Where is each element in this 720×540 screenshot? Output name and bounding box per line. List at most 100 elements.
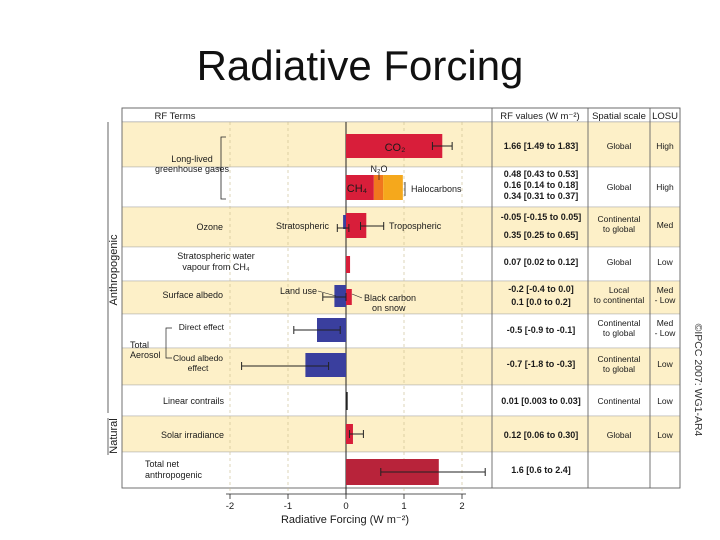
bar-label-land-use: Land use bbox=[280, 286, 317, 296]
land-use-leader bbox=[317, 290, 337, 297]
row-band bbox=[121, 313, 681, 349]
side-label-anthropogenic: Anthropogenic bbox=[108, 234, 120, 305]
value-co2: 1.66 [1.49 to 1.83] bbox=[504, 141, 579, 151]
side-label-natural: Natural bbox=[108, 418, 120, 453]
row-label-strat-water-1: Stratospheric water bbox=[177, 251, 255, 261]
value-aerosol-direct: -0.5 [-0.9 to -0.1] bbox=[507, 325, 576, 335]
row-label-ghg-2: greenhouse gases bbox=[155, 164, 230, 174]
scale-albedo-1: Local bbox=[609, 285, 629, 295]
row-label-cloud-albedo-1: Cloud albedo bbox=[173, 353, 223, 363]
scale-ozone-1: Continental bbox=[597, 214, 640, 224]
row-label-net-1: Total net bbox=[145, 459, 180, 469]
bar-halocarbons bbox=[383, 175, 403, 200]
bar-co2 bbox=[346, 134, 443, 158]
bar-label-halocarbons: Halocarbons bbox=[411, 184, 462, 194]
value-black-carbon: 0.1 [0.0 to 0.2] bbox=[511, 297, 571, 307]
row-label-aerosol-total-1: Total bbox=[130, 340, 149, 350]
row-band bbox=[121, 280, 681, 315]
bars bbox=[107, 122, 486, 485]
x-tick-label: -2 bbox=[226, 501, 234, 512]
row-label-cloud-albedo-2: effect bbox=[188, 363, 209, 373]
bar-trop-ozone bbox=[346, 213, 367, 238]
losu-strat-water: Low bbox=[657, 257, 673, 267]
scale-ghg: Global bbox=[607, 182, 632, 192]
bar-land-use bbox=[334, 285, 346, 307]
value-trop-ozone: 0.35 [0.25 to 0.65] bbox=[504, 230, 579, 240]
row-band bbox=[121, 347, 681, 386]
scale-strat-water: Global bbox=[607, 257, 632, 267]
scale-cloud-albedo-2: to global bbox=[603, 364, 635, 374]
bar-label-co2: CO₂ bbox=[385, 142, 406, 154]
row-label-contrails: Linear contrails bbox=[163, 396, 225, 406]
value-halocarbons: 0.34 [0.31 to 0.37] bbox=[504, 191, 579, 201]
bar-label-black-carbon-1: Black carbon bbox=[364, 293, 416, 303]
header-scale: Spatial scale bbox=[592, 111, 646, 122]
header-values: RF values (W m⁻²) bbox=[500, 111, 579, 122]
value-strat-water: 0.07 [0.02 to 0.12] bbox=[504, 257, 579, 267]
frame bbox=[121, 107, 681, 489]
value-n2o: 0.16 [0.14 to 0.18] bbox=[504, 180, 579, 190]
aerosol-bracket bbox=[165, 327, 172, 359]
x-tick-label: 2 bbox=[459, 501, 464, 512]
x-tick-label: 0 bbox=[343, 501, 348, 512]
row-band bbox=[121, 246, 681, 282]
losu-solar: Low bbox=[657, 430, 673, 440]
bar-strat-water bbox=[346, 256, 351, 273]
losu-cloud-albedo: Low bbox=[657, 359, 673, 369]
scale-solar: Global bbox=[607, 430, 632, 440]
header-losu: LOSU bbox=[652, 111, 678, 122]
scale-aerosol-direct-2: to global bbox=[603, 328, 635, 338]
bar-strat-ozone bbox=[343, 215, 346, 229]
bar-n2o bbox=[373, 175, 384, 200]
losu-co2: High bbox=[656, 141, 674, 151]
row-label-net-2: anthropogenic bbox=[145, 470, 203, 480]
bar-black-carbon bbox=[346, 289, 352, 305]
losu-contrails: Low bbox=[657, 396, 673, 406]
value-contrails: 0.01 [0.003 to 0.03] bbox=[501, 396, 581, 406]
losu-aerosol-direct-2: - Low bbox=[655, 328, 677, 338]
ghg-bracket bbox=[217, 136, 226, 200]
scale-contrails: Continental bbox=[597, 396, 640, 406]
row-label-ghg-1: Long-lived bbox=[171, 154, 213, 164]
slide-title: Radiative Forcing bbox=[196, 42, 524, 89]
losu-aerosol-direct-1: Med bbox=[657, 318, 674, 328]
x-tick-label: -1 bbox=[284, 501, 292, 512]
row-band bbox=[121, 206, 681, 248]
labels: RF Terms RF values (W m⁻²) Spatial scale LO… bbox=[108, 111, 704, 526]
scale-albedo-2: to continental bbox=[594, 295, 645, 305]
bar-cloud-albedo bbox=[305, 353, 346, 377]
bar-label-n2o: N₂O bbox=[371, 164, 388, 174]
losu-ozone: Med bbox=[657, 220, 674, 230]
bar-label-strat-ozone: Stratospheric bbox=[276, 221, 330, 231]
row-label-aerosol-direct: Direct effect bbox=[179, 322, 225, 332]
scale-ozone-2: to global bbox=[603, 224, 635, 234]
x-axis-label: Radiative Forcing (W m⁻²) bbox=[281, 514, 409, 526]
scale-cloud-albedo-1: Continental bbox=[597, 354, 640, 364]
bar-ch4 bbox=[346, 175, 374, 200]
row-label-albedo: Surface albedo bbox=[162, 290, 223, 300]
bar-label-ch4: CH₄ bbox=[347, 183, 368, 195]
bar-label-black-carbon-2: on snow bbox=[372, 303, 406, 313]
row-label-aerosol-total-2: Aerosol bbox=[130, 350, 161, 360]
row-band bbox=[121, 384, 681, 417]
black-carbon-leader bbox=[351, 293, 363, 299]
row-label-strat-water-2: vapour from CH₄ bbox=[182, 262, 250, 272]
value-total-net: 1.6 [0.6 to 2.4] bbox=[511, 465, 571, 475]
row-label-ozone: Ozone bbox=[196, 222, 223, 232]
losu-ghg: High bbox=[656, 182, 674, 192]
losu-albedo-2: - Low bbox=[655, 295, 677, 305]
value-land-use: -0.2 [-0.4 to 0.0] bbox=[508, 284, 574, 294]
value-strat-ozone: -0.05 [-0.15 to 0.05] bbox=[501, 212, 582, 222]
losu-albedo-1: Med bbox=[657, 285, 674, 295]
value-ch4: 0.48 [0.43 to 0.53] bbox=[504, 169, 579, 179]
copyright-label: ©IPCC 2007: WG1-AR4 bbox=[692, 324, 704, 437]
value-cloud-albedo: -0.7 [-1.8 to -0.3] bbox=[507, 359, 576, 369]
scale-aerosol-direct-1: Continental bbox=[597, 318, 640, 328]
bar-label-trop-ozone: Tropospheric bbox=[389, 221, 442, 231]
header-terms: RF Terms bbox=[155, 111, 196, 122]
x-tick-label: 1 bbox=[401, 501, 406, 512]
row-label-solar: Solar irradiance bbox=[161, 430, 224, 440]
scale-co2: Global bbox=[607, 141, 632, 151]
value-solar: 0.12 [0.06 to 0.30] bbox=[504, 430, 579, 440]
